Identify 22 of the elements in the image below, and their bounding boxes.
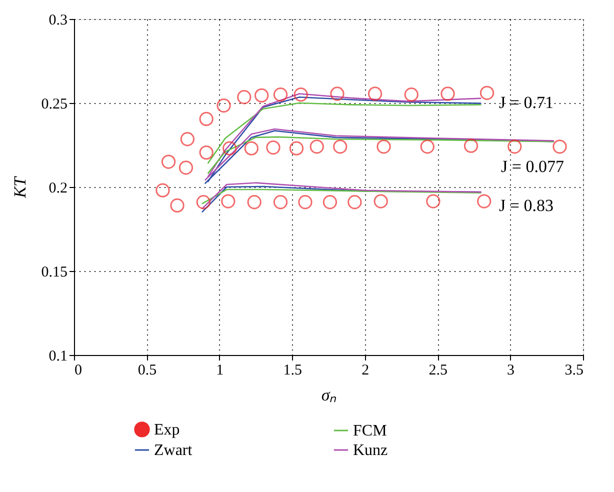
y-tick-label: 0.15 <box>41 264 68 280</box>
x-tick-label: 0.5 <box>138 362 157 378</box>
legend-label: Kunz <box>353 442 388 459</box>
annotation: J = 0.077 <box>501 157 564 176</box>
y-axis-title: KT <box>10 176 30 199</box>
x-axis-title: σₙ <box>321 386 337 404</box>
y-tick-label: 0.1 <box>48 348 68 364</box>
annotation: J = 0.71 <box>499 93 554 112</box>
x-tick-label: 2 <box>362 362 370 378</box>
x-tick-label: 1 <box>216 362 224 378</box>
y-tick-label: 0.2 <box>48 180 68 196</box>
legend-label: Exp <box>154 421 180 438</box>
legend-label: FCM <box>353 422 387 440</box>
x-tick-label: 0 <box>74 362 82 378</box>
legend-label: Zwart <box>154 442 193 459</box>
y-tick-label: 0.3 <box>48 12 68 28</box>
x-tick-label: 3.5 <box>564 362 584 378</box>
x-tick-label: 3 <box>507 362 515 378</box>
annotation: J = 0.83 <box>499 196 554 215</box>
y-tick-label: 0.25 <box>41 96 68 112</box>
x-tick-label: 1.5 <box>283 362 302 378</box>
x-tick-label: 2.5 <box>428 362 448 378</box>
